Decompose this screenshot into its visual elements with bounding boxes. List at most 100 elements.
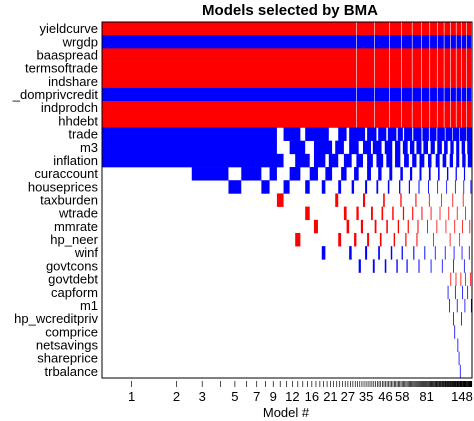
cell-winf-104-104 xyxy=(444,246,446,260)
cell-curaccount-36-37 xyxy=(367,167,371,181)
cell-m3-86-90 xyxy=(430,140,435,155)
variable-label-trbalance: trbalance xyxy=(45,364,98,379)
cell-hp_wcreditpriv-116-116 xyxy=(453,312,454,326)
cell-govtdebt-112-112 xyxy=(450,272,452,287)
cell-hhdebt-1-148 xyxy=(102,114,472,128)
x-tick-label-9: 9 xyxy=(270,389,277,404)
cell-indshare-1-148 xyxy=(102,74,472,89)
cell-wtrade-44-44 xyxy=(381,206,384,221)
cell-inflation-36-38 xyxy=(367,153,373,168)
cell-houseprices-83-83 xyxy=(428,180,429,194)
cell-taxburden-115-115 xyxy=(452,193,454,207)
cell-houseprices-29-29 xyxy=(351,180,355,194)
variable-label-indshare: indshare xyxy=(48,74,98,89)
cell-trade-11-13 xyxy=(283,127,301,141)
cell-winf-28-28 xyxy=(349,246,352,260)
cell-taxburden-23-23 xyxy=(335,193,339,207)
variable-label-comprice: comprice xyxy=(45,324,98,339)
cell-curaccount-12-13 xyxy=(289,167,301,181)
cell-mmrate-72-72 xyxy=(417,219,419,234)
cell-winf-68-68 xyxy=(413,246,415,260)
cell-winf-35-35 xyxy=(365,246,368,260)
cell-inflation-1-10 xyxy=(102,153,284,168)
cell-mmrate-47-47 xyxy=(386,219,388,234)
cell-indprodch-1-148 xyxy=(102,101,472,115)
cell-mmrate-55-55 xyxy=(397,219,400,234)
cell-taxburden-57-57 xyxy=(400,193,402,207)
cell-hp_neer-126-126 xyxy=(459,232,461,247)
cell-trade-85-92 xyxy=(429,127,437,141)
cell-m3-71-75 xyxy=(416,140,422,155)
x-tick-label-27: 27 xyxy=(341,389,355,404)
x-tick-label-148: 148 xyxy=(451,389,473,404)
cell-shareprice-125-125 xyxy=(458,351,460,366)
cell-curaccount-9-9 xyxy=(269,167,277,181)
cell-capform-108-108 xyxy=(447,285,449,300)
variable-label-capform: capform xyxy=(51,285,98,300)
cell-mmrate-27-27 xyxy=(346,219,350,234)
cell-inflation-31-33 xyxy=(356,153,364,168)
cell-m3-78-82 xyxy=(423,140,428,155)
cell-m3-34-37 xyxy=(363,140,371,155)
variable-label-govtcons: govtcons xyxy=(46,258,99,273)
cell-m3-59-62 xyxy=(402,140,408,155)
cell-m3-121-125 xyxy=(456,140,460,155)
x-tick-label-35: 35 xyxy=(359,389,373,404)
cell-trade-139-148 xyxy=(466,127,472,141)
cell-wtrade-31-31 xyxy=(356,206,359,221)
variable-label-indprodch: indprodch xyxy=(41,100,98,115)
cell-capform-119-119 xyxy=(454,285,456,300)
cell-winf-130-130 xyxy=(461,246,463,260)
cell-hp_neer-89-89 xyxy=(433,232,435,247)
cell-hp_neer-52-52 xyxy=(393,232,396,247)
cell-inflation-21-23 xyxy=(328,153,339,168)
cell-trade-127-137 xyxy=(459,127,467,141)
cell-houseprices-15-15 xyxy=(305,180,310,194)
cell-inflation-83-86 xyxy=(428,153,432,168)
cell-houseprices-11-11 xyxy=(283,180,290,194)
cell-m3-130-135 xyxy=(461,140,466,155)
cell-inflation-92-96 xyxy=(435,153,440,168)
cell-taxburden-45-45 xyxy=(383,193,385,207)
cell-m3-112-116 xyxy=(450,140,454,155)
cell-winf-58-58 xyxy=(401,246,403,260)
cell-winf-50-50 xyxy=(390,246,393,260)
cell-wtrade-26-26 xyxy=(343,206,347,221)
cell-inflation-131-136 xyxy=(462,153,466,168)
cell-inflation-74-78 xyxy=(419,153,425,168)
cell-m3-17-21 xyxy=(313,140,333,155)
cell-capform-131-131 xyxy=(462,285,464,300)
cell-curaccount-57-58 xyxy=(400,167,403,181)
cell-govtdebt-136-136 xyxy=(465,272,466,287)
cell-m3-12-14 xyxy=(289,140,306,155)
variable-label-taxburden: taxburden xyxy=(40,193,98,208)
cell-wtrade-67-67 xyxy=(412,206,414,221)
cell-inflation-17-19 xyxy=(313,153,326,168)
x-tick-label-5: 5 xyxy=(231,389,238,404)
cell-wtrade-136-136 xyxy=(465,206,466,221)
cell-govtcons-134-134 xyxy=(463,259,465,273)
cell-m1-110-110 xyxy=(449,298,450,313)
cell-trade-1-9 xyxy=(102,127,277,141)
cell-curaccount-134-135 xyxy=(463,167,466,181)
cell-m3-1-9 xyxy=(102,140,277,155)
cell-inflation-67-70 xyxy=(412,153,417,168)
x-tick-label-7: 7 xyxy=(253,389,260,404)
cell-netsavings-123-123 xyxy=(457,338,459,352)
cell-m3-53-56 xyxy=(395,140,401,155)
cell-mmrate-93-93 xyxy=(436,219,438,234)
cell-houseprices-133-133 xyxy=(463,180,465,194)
cell-curaccount-74-75 xyxy=(419,167,422,181)
cell-termsoftrade-1-148 xyxy=(102,61,472,76)
variable-label-mmrate: mmrate xyxy=(54,219,98,234)
cell-inflation-121-125 xyxy=(456,153,460,168)
cell-trade-28-34 xyxy=(349,127,366,141)
variable-label-yieldcurve: yieldcurve xyxy=(39,21,98,36)
cell-trade-77-83 xyxy=(422,127,429,141)
cell-trade-55-58 xyxy=(397,127,403,141)
variable-label-m3: m3 xyxy=(80,140,98,155)
x-tick-label-58: 58 xyxy=(395,389,409,404)
cell-mmrate-33-33 xyxy=(360,219,364,234)
cell-hp_neer-71-71 xyxy=(416,232,418,247)
x-tick-label-81: 81 xyxy=(419,389,433,404)
